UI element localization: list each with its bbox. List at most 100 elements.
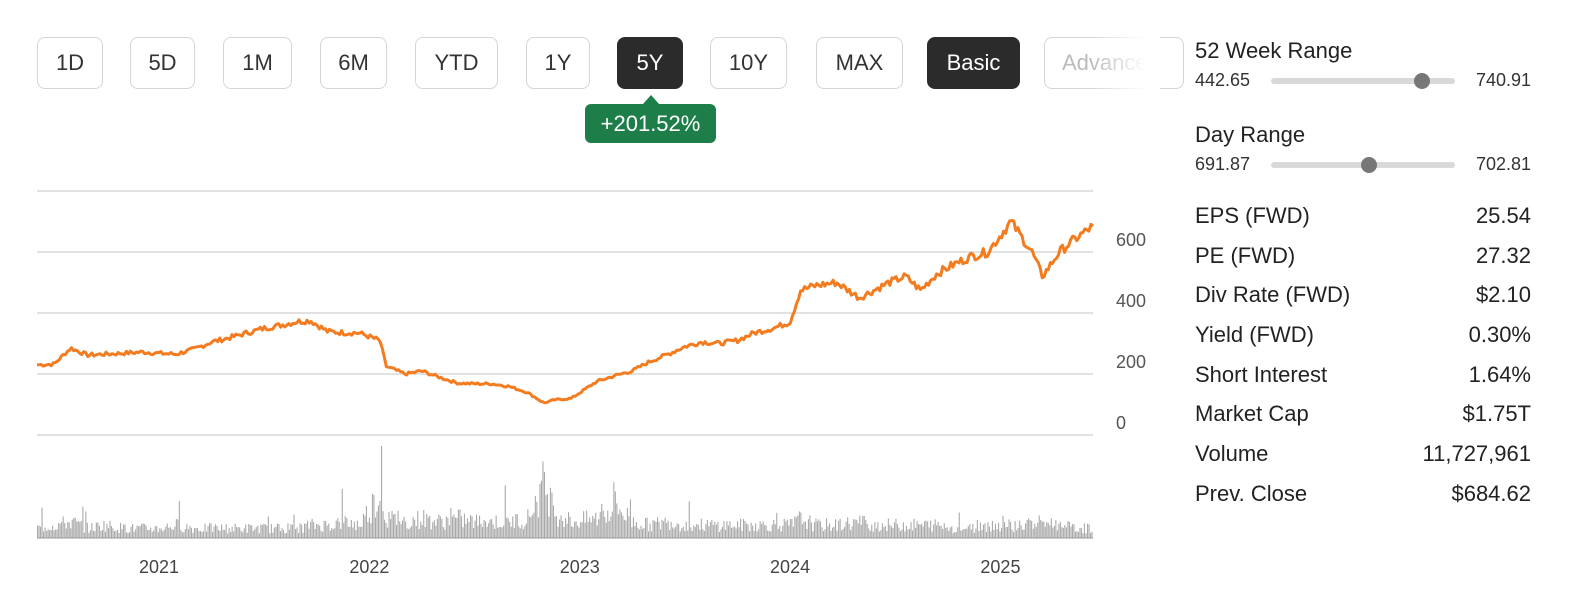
volume-bar	[829, 523, 831, 538]
volume-bar	[823, 531, 825, 538]
volume-bar	[156, 525, 158, 538]
range-10y-button[interactable]: 10Y	[710, 37, 787, 89]
x-tick-label: 2023	[560, 557, 600, 577]
volume-bar	[934, 519, 936, 538]
volume-bar	[201, 532, 203, 538]
volume-bar	[234, 523, 236, 538]
volume-bar	[82, 506, 84, 538]
range-1m-button[interactable]: 1M	[223, 37, 292, 89]
volume-bar	[758, 529, 760, 538]
volume-bar	[468, 522, 470, 538]
volume-bar	[433, 520, 435, 538]
volume-bar	[334, 528, 336, 538]
volume-bar	[353, 521, 355, 538]
volume-bar	[770, 531, 772, 538]
volume-bar	[393, 514, 395, 538]
volume-bar	[104, 531, 106, 538]
volume-bar	[109, 520, 111, 538]
key-stats: EPS (FWD) 25.54 PE (FWD) 27.32 Div Rate (F…	[1195, 200, 1531, 518]
volume-bar	[267, 516, 269, 538]
volume-bar	[368, 517, 370, 538]
week52-high: 740.91	[1475, 70, 1531, 90]
volume-bar	[700, 518, 702, 538]
volume-bar	[641, 529, 643, 538]
volume-bar	[933, 524, 935, 538]
volume-bar	[394, 513, 396, 538]
range-6m-button[interactable]: 6M	[320, 37, 387, 89]
range-5y-button[interactable]: 5Y	[617, 37, 683, 89]
volume-bar	[631, 527, 633, 538]
volume-bar	[732, 527, 734, 538]
volume-bar	[298, 533, 300, 538]
volume-bar	[198, 530, 200, 538]
volume-bar	[95, 522, 97, 538]
volume-bar	[113, 531, 115, 538]
volume-bar	[293, 514, 295, 538]
volume-bar	[153, 530, 155, 538]
volume-bar	[397, 510, 399, 538]
volume-bar	[708, 526, 710, 538]
volume-bar	[141, 523, 143, 538]
volume-bar	[1037, 522, 1039, 538]
price-line	[36, 219, 1095, 405]
volume-bar	[344, 516, 346, 538]
volume-bar	[887, 518, 889, 538]
volume-bar	[746, 523, 748, 538]
range-max-button[interactable]: MAX	[816, 37, 903, 89]
volume-bar	[632, 517, 634, 538]
volume-bar	[1016, 530, 1018, 538]
volume-bar	[1053, 526, 1055, 538]
volume-bar	[1011, 529, 1013, 538]
volume-bar	[587, 521, 589, 538]
range-5d-button[interactable]: 5D	[130, 37, 195, 89]
volume-bar	[1005, 527, 1007, 538]
x-tick-label: 2025	[980, 557, 1020, 577]
stat-eps: EPS (FWD) 25.54	[1195, 200, 1531, 240]
volume-bar	[1082, 533, 1084, 538]
volume-bar	[850, 530, 852, 538]
volume-bar	[1046, 522, 1048, 538]
volume-bar	[798, 511, 800, 538]
volume-bar	[227, 533, 229, 538]
volume-bar	[744, 521, 746, 538]
volume-bar	[990, 531, 992, 538]
range-ytd-button[interactable]: YTD	[415, 37, 498, 89]
volume-bar	[649, 523, 651, 538]
range-1y-button[interactable]: 1Y	[526, 37, 590, 89]
volume-bar	[584, 522, 586, 538]
volume-bar	[892, 528, 894, 538]
volume-bar	[901, 529, 903, 538]
range-1d-button[interactable]: 1D	[37, 37, 103, 89]
volume-bar	[651, 531, 653, 538]
volume-bar	[429, 515, 431, 538]
volume-bar	[358, 526, 360, 538]
volume-bar	[498, 527, 500, 538]
volume-bar	[985, 532, 987, 538]
volume-bar	[993, 530, 995, 538]
volume-bar	[38, 525, 40, 538]
volume-bar	[343, 522, 345, 538]
volume-bar	[427, 517, 429, 538]
volume-bar	[525, 523, 527, 538]
stat-value: $1.75T	[1462, 401, 1532, 427]
volume-bar	[773, 520, 775, 538]
volume-bar	[1040, 520, 1042, 538]
volume-bar	[417, 511, 419, 538]
volume-bar	[391, 511, 393, 538]
volume-bar	[110, 526, 112, 538]
volume-bar	[94, 531, 96, 538]
volume-bar	[984, 523, 986, 538]
volume-bar	[338, 521, 340, 538]
volume-bar	[193, 528, 195, 538]
volume-bar	[1031, 520, 1033, 538]
volume-bar	[329, 530, 331, 538]
volume-bar	[691, 531, 693, 538]
volume-bar	[1085, 533, 1087, 538]
volume-bar	[930, 520, 932, 538]
change-badge: +201.52%	[585, 95, 716, 143]
volume-bar	[921, 523, 923, 538]
basic-mode-button[interactable]: Basic	[927, 37, 1020, 89]
volume-bar	[323, 520, 325, 538]
volume-bar	[350, 520, 352, 538]
volume-bar	[230, 531, 232, 538]
